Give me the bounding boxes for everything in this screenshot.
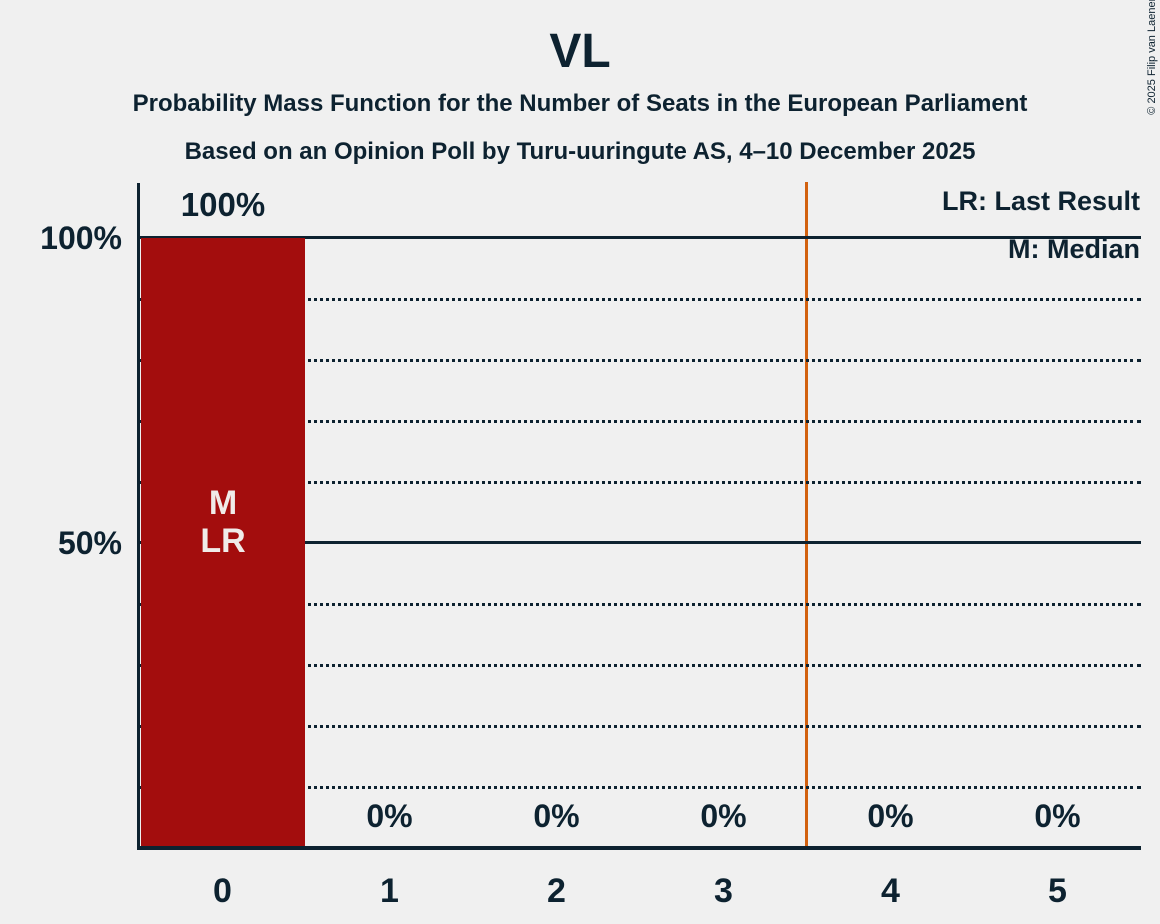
- chart-subtitle-line1: Probability Mass Function for the Number…: [132, 90, 1028, 117]
- bar-median-lastresult-annotation: M LR: [141, 484, 305, 560]
- y-tick-label-50: 50%: [57, 525, 122, 561]
- y-axis-line: [137, 183, 140, 848]
- gridline-10: [139, 786, 1141, 789]
- bar-value-label-seat-4: 0%: [867, 798, 914, 834]
- x-tick-label-0: 0: [213, 872, 232, 910]
- x-tick-labels-row: 0 1 2 3 4 5: [139, 871, 1141, 911]
- x-tick-label-5: 5: [1048, 872, 1067, 910]
- bar-value-label-spacer: [139, 797, 306, 835]
- copyright-notice: © 2025 Filip van Laenen: [1146, 0, 1158, 115]
- median-marker: M: [208, 484, 238, 522]
- bar-value-label-seat-5: 0%: [1034, 798, 1081, 834]
- legend-last-result: LR: Last Result: [941, 186, 1140, 216]
- x-axis-line: [137, 846, 1141, 850]
- gridline-40: [139, 603, 1141, 606]
- x-tick-label-4: 4: [881, 872, 900, 910]
- gridline-100: [139, 236, 1141, 239]
- bar-value-labels-row: 0% 0% 0% 0% 0%: [139, 797, 1141, 835]
- last-result-marker: LR: [200, 522, 246, 560]
- gridline-70: [139, 420, 1141, 423]
- probability-bar-seat-0: [141, 238, 305, 846]
- chart-title: VL: [549, 25, 611, 78]
- x-tick-label-2: 2: [547, 872, 566, 910]
- x-tick-label-3: 3: [714, 872, 733, 910]
- bar-value-label-seat-2: 0%: [533, 798, 580, 834]
- y-tick-label-100: 100%: [40, 220, 122, 256]
- gridline-60: [139, 481, 1141, 484]
- bar-value-label-seat-3: 0%: [700, 798, 747, 834]
- last-result-threshold-line: [805, 182, 808, 846]
- gridline-20: [139, 725, 1141, 728]
- x-tick-label-1: 1: [380, 872, 399, 910]
- gridline-30: [139, 664, 1141, 667]
- gridline-80: [139, 359, 1141, 362]
- bar-value-label-seat-1: 0%: [366, 798, 413, 834]
- gridline-50: [139, 541, 1141, 544]
- bar-value-label-seat-0: 100%: [180, 186, 266, 223]
- legend-median: M: Median: [1008, 234, 1140, 264]
- gridline-90: [139, 298, 1141, 301]
- chart-subtitle-line2: Based on an Opinion Poll by Turu-uuringu…: [184, 138, 976, 165]
